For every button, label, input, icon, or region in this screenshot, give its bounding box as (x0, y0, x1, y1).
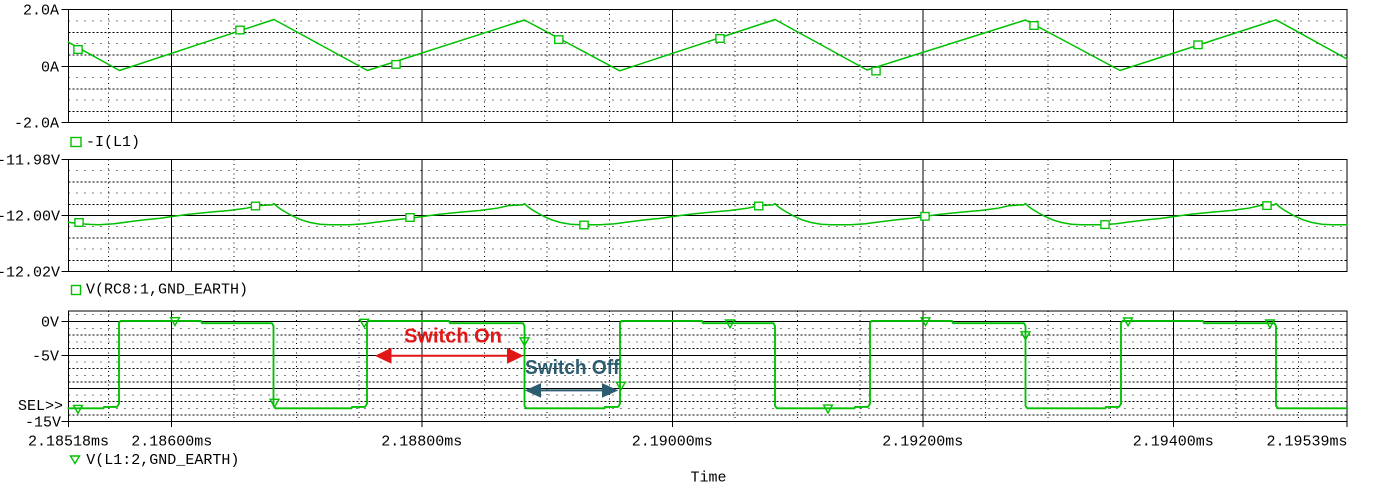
svg-text:V(L1:2,GND_EARTH): V(L1:2,GND_EARTH) (86, 452, 239, 469)
svg-text:V(RC8:1,GND_EARTH): V(RC8:1,GND_EARTH) (86, 282, 248, 299)
svg-text:2.19200ms: 2.19200ms (882, 434, 963, 451)
svg-text:SEL>>: SEL>> (18, 398, 63, 415)
svg-text:-I(L1): -I(L1) (86, 134, 140, 151)
svg-text:2.19539ms: 2.19539ms (1266, 434, 1347, 451)
svg-text:2.19400ms: 2.19400ms (1133, 434, 1214, 451)
svg-text:0A: 0A (41, 60, 59, 77)
svg-text:2.18518ms: 2.18518ms (28, 434, 109, 451)
svg-text:-2.0A: -2.0A (14, 116, 59, 133)
svg-text:Time: Time (690, 470, 726, 487)
svg-text:2.0A: 2.0A (23, 3, 59, 20)
svg-text:Switch On: Switch On (404, 326, 502, 348)
svg-text:-15V: -15V (25, 415, 61, 432)
svg-text:2.18600ms: 2.18600ms (131, 434, 212, 451)
svg-text:-12.00V: -12.00V (0, 209, 60, 226)
svg-text:2.19000ms: 2.19000ms (632, 434, 713, 451)
svg-text:-5V: -5V (32, 349, 59, 366)
svg-text:-12.02V: -12.02V (0, 265, 60, 282)
svg-text:-11.98V: -11.98V (0, 153, 60, 170)
svg-text:2.18800ms: 2.18800ms (381, 434, 462, 451)
svg-text:Switch Off: Switch Off (525, 357, 620, 379)
svg-text:0V: 0V (41, 315, 59, 332)
